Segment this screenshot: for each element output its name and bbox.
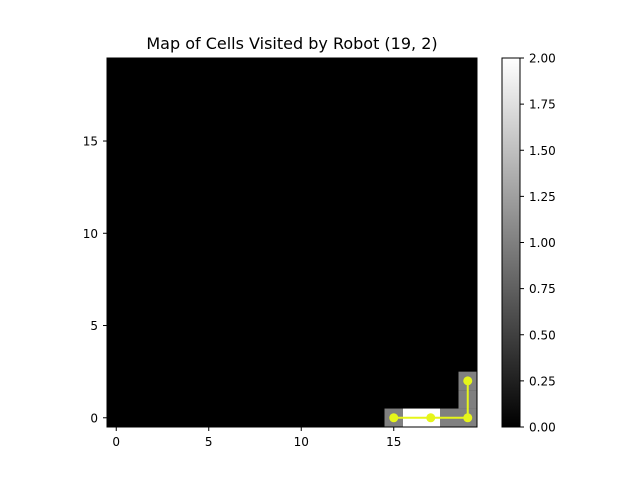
colorbar-tick-label: 0.75 <box>529 282 556 296</box>
axes-frame <box>106 57 478 428</box>
axes: 0 5 10 15 0 5 10 15 <box>83 57 478 449</box>
colorbar-tick-label: 0.00 <box>529 421 556 435</box>
colorbar-tick-label: 0.50 <box>529 328 556 342</box>
colorbar: 0.00 0.25 0.50 0.75 1.00 1.25 1.50 1.75 2.00 <box>501 52 556 435</box>
colorbar-tick-label: 1.50 <box>529 144 556 158</box>
x-tick-label: 10 <box>294 435 309 449</box>
y-tick-label: 5 <box>90 319 98 333</box>
x-tick-label: 5 <box>205 435 213 449</box>
plot-area <box>107 58 477 427</box>
x-tick-label: 15 <box>386 435 401 449</box>
path-point <box>389 413 399 423</box>
colorbar-gradient <box>501 57 521 428</box>
path-point <box>463 413 473 423</box>
colorbar-tick-label: 1.25 <box>529 190 556 204</box>
y-tick-label: 10 <box>83 227 98 241</box>
chart-title: Map of Cells Visited by Robot (19, 2) <box>146 34 437 53</box>
path-line <box>393 380 469 419</box>
x-tick-label: 0 <box>112 435 120 449</box>
y-tick-label: 0 <box>90 411 98 425</box>
colorbar-tick-label: 2.00 <box>529 52 556 66</box>
robot-path <box>389 376 473 423</box>
colorbar-tick-label: 1.00 <box>529 236 556 250</box>
heatmap-background <box>107 58 477 427</box>
colorbar-tick-label: 0.25 <box>529 374 556 388</box>
y-tick-label: 15 <box>83 135 98 149</box>
path-point <box>463 376 473 386</box>
path-point <box>426 413 436 423</box>
colorbar-tick-label: 1.75 <box>529 98 556 112</box>
